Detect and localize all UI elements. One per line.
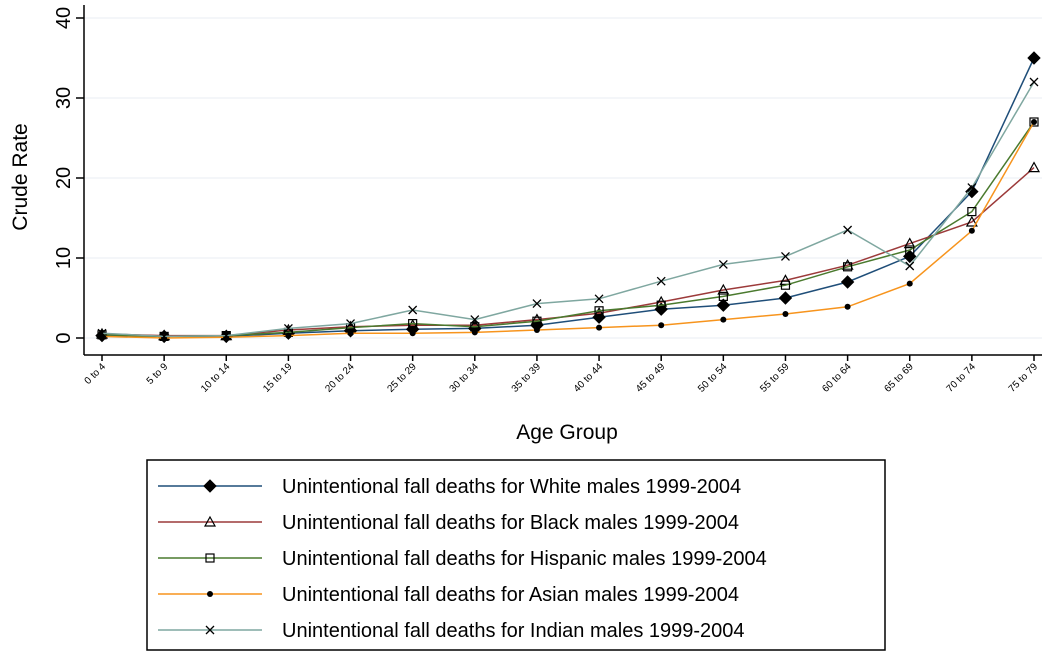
legend-label: Unintentional fall deaths for Hispanic m…	[282, 548, 767, 570]
data-point	[720, 316, 727, 323]
data-point	[346, 319, 355, 329]
data-point	[658, 322, 665, 329]
legend-label: Unintentional fall deaths for Black male…	[282, 512, 739, 534]
y-tick-label: 10	[53, 247, 75, 269]
y-axis-ticks: 0 10 20 30 40	[53, 7, 84, 344]
data-point	[1027, 51, 1041, 65]
legend-label: Unintentional fall deaths for Asian male…	[282, 584, 739, 606]
data-point	[842, 262, 853, 272]
data-point	[594, 294, 604, 304]
data-point	[967, 183, 977, 193]
data-point	[468, 318, 481, 330]
series-line	[101, 57, 1035, 338]
legend-entry: Unintentional fall deaths for Indian mal…	[158, 620, 745, 642]
legend-entry: Unintentional fall deaths for White male…	[158, 476, 741, 498]
data-point	[656, 276, 666, 286]
data-point	[965, 184, 979, 199]
data-point	[780, 280, 791, 290]
series-3	[99, 119, 1037, 341]
data-point	[1029, 117, 1039, 127]
data-point	[840, 275, 855, 289]
data-point	[159, 331, 169, 341]
data-point	[99, 333, 105, 340]
data-point	[471, 329, 478, 336]
data-point	[965, 215, 978, 227]
data-point	[905, 261, 915, 271]
data-point	[596, 324, 603, 331]
data-point	[408, 319, 418, 329]
data-point	[844, 303, 851, 310]
legend-label: Unintentional fall deaths for White male…	[282, 476, 741, 498]
legend-entry: Unintentional fall deaths for Asian male…	[158, 584, 739, 606]
data-point	[718, 259, 728, 269]
legend-marker	[205, 625, 215, 635]
data-point	[779, 274, 792, 285]
series-line	[101, 121, 1035, 339]
data-point	[470, 315, 480, 325]
data-point	[347, 330, 354, 337]
data-point	[97, 328, 107, 338]
data-point	[903, 237, 916, 249]
data-point	[283, 323, 293, 333]
data-point	[1027, 161, 1041, 173]
x-axis-label: Age Group	[516, 421, 618, 444]
data-point	[406, 318, 419, 330]
data-point	[905, 245, 915, 255]
data-point	[843, 225, 853, 235]
legend-marker	[207, 591, 213, 597]
legend-marker	[203, 515, 217, 527]
data-point	[782, 311, 789, 317]
data-point	[532, 316, 542, 326]
data-point	[594, 306, 604, 316]
y-tick-label: 20	[53, 167, 75, 189]
series-line	[101, 121, 1035, 338]
y-tick-label: 0	[53, 332, 75, 343]
data-point	[656, 300, 666, 310]
series-4	[97, 77, 1039, 341]
data-point	[409, 330, 416, 337]
legend-box	[146, 459, 886, 651]
data-point	[968, 227, 975, 234]
data-point	[967, 207, 977, 217]
data-point	[221, 331, 231, 341]
series-line	[101, 81, 1035, 338]
data-point	[532, 299, 542, 309]
data-point	[408, 305, 418, 315]
data-point	[285, 332, 292, 339]
legend-marker	[203, 479, 217, 493]
legend-label: Unintentional fall deaths for Indian mal…	[282, 620, 745, 642]
y-tick-label: 40	[53, 7, 75, 29]
data-point	[781, 251, 790, 261]
data-point	[778, 291, 793, 305]
data-point	[1031, 119, 1037, 125]
data-point	[906, 280, 913, 287]
data-point	[593, 306, 606, 318]
data-point	[841, 258, 854, 270]
axes	[83, 5, 1042, 356]
data-point	[717, 283, 730, 295]
legend-entry: Unintentional fall deaths for Hispanic m…	[158, 548, 767, 570]
data-point	[533, 327, 540, 333]
legend-marker	[205, 553, 215, 563]
y-tick-label: 30	[53, 87, 75, 109]
series-layer	[95, 51, 1041, 344]
legend: Unintentional fall deaths for White male…	[146, 459, 886, 651]
data-point	[530, 313, 543, 325]
y-axis-label: Crude Rate	[9, 123, 32, 230]
legend-entry: Unintentional fall deaths for Black male…	[158, 512, 739, 534]
data-point	[716, 298, 731, 312]
data-point	[718, 291, 728, 301]
data-point	[1029, 77, 1039, 87]
